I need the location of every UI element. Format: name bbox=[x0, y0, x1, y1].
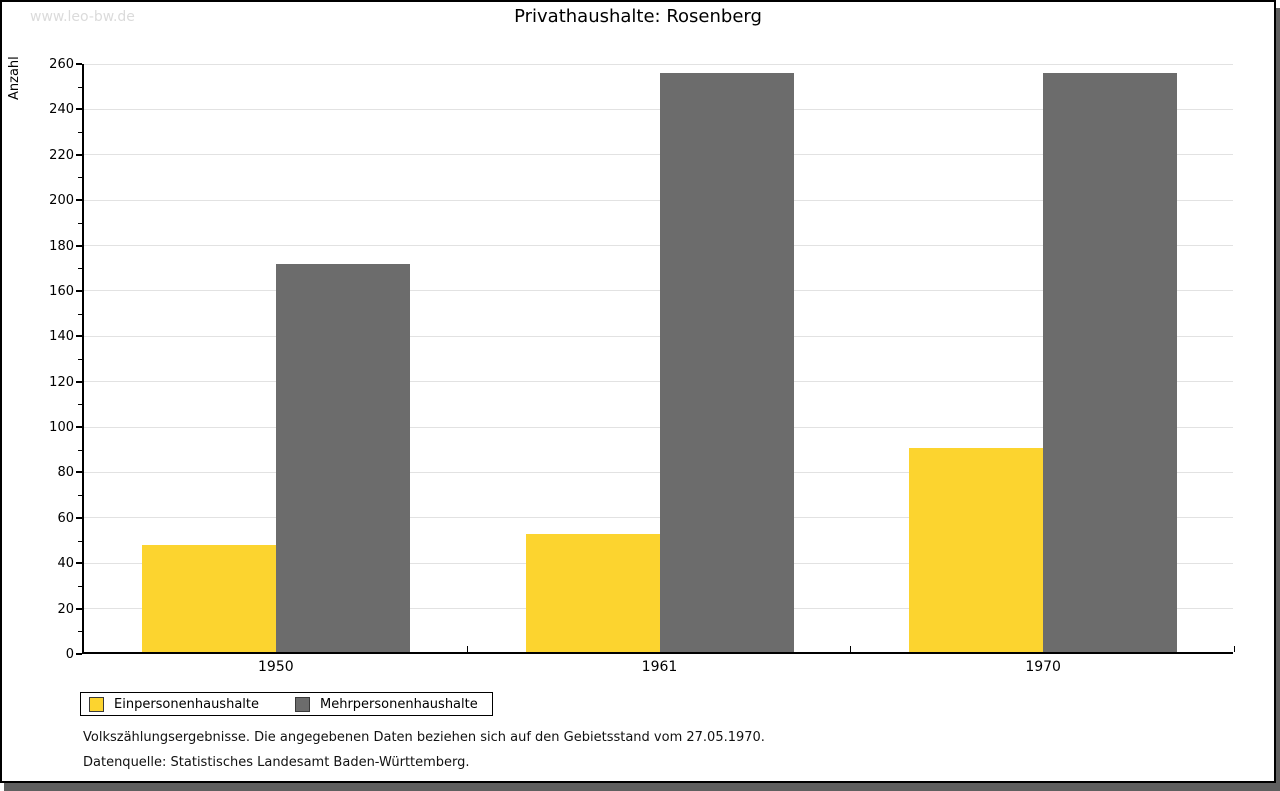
y-axis-tick bbox=[76, 426, 82, 429]
gridline bbox=[84, 63, 1233, 65]
y-axis-tick bbox=[76, 607, 82, 610]
y-axis-tick bbox=[76, 471, 82, 474]
y-tick-label: 60 bbox=[57, 510, 74, 526]
y-axis-tick bbox=[76, 244, 82, 247]
y-tick-label: 180 bbox=[49, 238, 74, 254]
y-axis-tick bbox=[76, 335, 82, 338]
legend-swatch-gray-icon bbox=[295, 696, 310, 712]
y-axis-title: Anzahl bbox=[7, 56, 22, 100]
y-axis-tick bbox=[76, 562, 82, 565]
y-tick-label: 200 bbox=[49, 193, 74, 209]
y-axis-minor-tick bbox=[78, 359, 82, 360]
gridline bbox=[84, 245, 1233, 247]
x-axis-tick bbox=[850, 646, 852, 652]
y-axis-minor-tick bbox=[78, 449, 82, 451]
y-axis-tick bbox=[76, 516, 82, 519]
y-axis-minor-tick bbox=[78, 585, 82, 587]
y-axis-minor-tick bbox=[78, 222, 82, 224]
y-tick-label: 260 bbox=[49, 57, 74, 72]
y-tick-label: 20 bbox=[57, 601, 74, 617]
gridline bbox=[84, 199, 1233, 201]
bar-mehrpersonenhaushalte-1961 bbox=[659, 73, 794, 652]
y-axis-tick bbox=[76, 380, 82, 383]
x-tick-label: 1970 bbox=[1025, 659, 1061, 675]
bar-einpersonenhaushalte-1950 bbox=[141, 545, 276, 652]
y-axis-tick bbox=[76, 289, 82, 292]
y-tick-label: 80 bbox=[57, 465, 74, 481]
chart-title: Privathaushalte: Rosenberg bbox=[514, 6, 762, 27]
legend-item-einpersonenhaushalte: Einpersonenhaushalte bbox=[89, 696, 259, 712]
y-tick-label: 240 bbox=[49, 102, 74, 118]
bar-einpersonenhaushalte-1970 bbox=[909, 447, 1044, 652]
footer-note: Volkszählungsergebnisse. Die angegebenen… bbox=[83, 730, 765, 745]
y-axis-minor-tick bbox=[78, 495, 82, 497]
y-axis-minor-tick bbox=[78, 86, 82, 88]
gridline bbox=[84, 335, 1233, 337]
x-tick-label: 1950 bbox=[258, 659, 294, 675]
plot-area: 0 20 40 60 80 100 120 140 160 180 200 220 240 260 1950… bbox=[49, 58, 1235, 675]
y-axis-minor-tick bbox=[78, 313, 82, 315]
gridline bbox=[84, 426, 1233, 428]
y-tick-label: 120 bbox=[49, 374, 74, 390]
gridline bbox=[84, 108, 1233, 110]
y-axis-tick bbox=[76, 108, 82, 111]
y-axis-minor-tick bbox=[78, 631, 82, 633]
y-axis-tick bbox=[76, 199, 82, 202]
x-axis-tick bbox=[1234, 646, 1235, 652]
gridline bbox=[84, 154, 1233, 156]
y-axis-minor-tick bbox=[78, 540, 82, 542]
y-axis-minor-tick bbox=[78, 268, 82, 270]
x-axis-tick bbox=[466, 646, 468, 652]
y-tick-label: 0 bbox=[65, 647, 74, 662]
gridline bbox=[84, 471, 1233, 473]
legend-item-mehrpersonenhaushalte: Mehrpersonenhaushalte bbox=[295, 696, 478, 712]
footer-source: Datenquelle: Statistisches Landesamt Bad… bbox=[83, 755, 470, 770]
y-tick-label: 140 bbox=[49, 329, 74, 345]
legend-label: Mehrpersonenhaushalte bbox=[320, 696, 478, 712]
y-tick-label: 40 bbox=[57, 556, 74, 572]
legend-label: Einpersonenhaushalte bbox=[114, 696, 259, 712]
y-axis-tick bbox=[76, 153, 82, 156]
y-axis-minor-tick bbox=[78, 404, 82, 406]
bar-mehrpersonenhaushalte-1970 bbox=[1043, 73, 1178, 652]
y-tick-label: 160 bbox=[49, 283, 74, 299]
y-axis-minor-tick bbox=[78, 132, 82, 134]
y-axis-minor-tick bbox=[78, 177, 82, 179]
gridline bbox=[84, 381, 1233, 383]
legend-swatch-yellow-icon bbox=[89, 696, 104, 712]
bar-mehrpersonenhaushalte-1950 bbox=[275, 263, 410, 652]
gridline bbox=[84, 290, 1233, 292]
gridline bbox=[84, 517, 1233, 519]
x-tick-label: 1961 bbox=[641, 659, 678, 675]
legend: Einpersonenhaushalte Mehrpersonenhaushal… bbox=[80, 692, 493, 716]
watermark: www.leo-bw.de bbox=[30, 9, 135, 25]
y-axis-tick bbox=[76, 63, 82, 65]
y-tick-label: 100 bbox=[49, 420, 74, 436]
y-axis-tick bbox=[76, 653, 82, 655]
bar-einpersonenhaushalte-1961 bbox=[525, 534, 660, 652]
y-tick-label: 220 bbox=[49, 147, 74, 163]
